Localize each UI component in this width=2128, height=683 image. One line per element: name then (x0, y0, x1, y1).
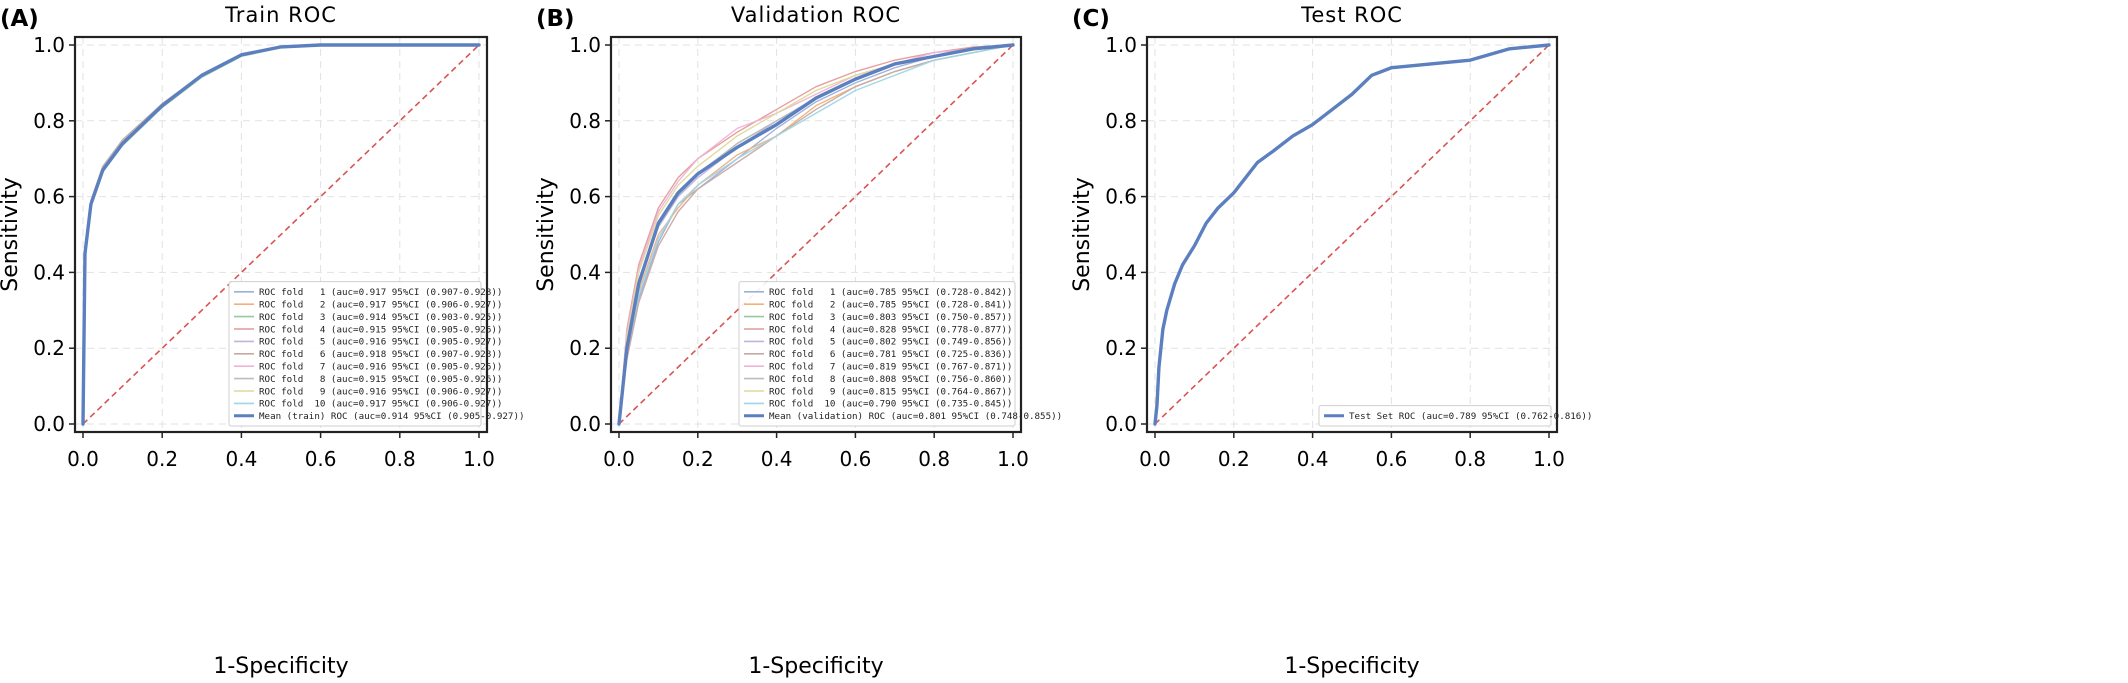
legend-entry: ROC fold 3 (auc=0.914 95%CI (0.903-0.925… (259, 312, 502, 323)
y-tick-label: 0.8 (1105, 109, 1137, 133)
legend-entry: ROC fold 7 (auc=0.819 95%CI (0.767-0.871… (769, 362, 1012, 373)
series-group (81, 43, 481, 426)
y-tick-label: 0.4 (1105, 260, 1137, 284)
panel-letter: (A) (0, 6, 39, 32)
series-group (617, 43, 1015, 426)
legend-entry: ROC fold 2 (auc=0.917 95%CI (0.906-0.927… (259, 300, 502, 311)
y-tick-label: 0.8 (33, 109, 65, 133)
y-tick-label: 1.0 (1105, 33, 1137, 57)
legend-entry: ROC fold 5 (auc=0.802 95%CI (0.749-0.856… (769, 337, 1012, 348)
x-tick-label: 0.0 (67, 447, 99, 471)
legend-entry: ROC fold 2 (auc=0.785 95%CI (0.728-0.841… (769, 300, 1012, 311)
chance-diagonal (82, 44, 480, 425)
x-tick-label: 0.6 (839, 447, 871, 471)
legend: ROC fold 1 (auc=0.917 95%CI (0.907-0.928… (228, 281, 525, 427)
legend-entry: ROC fold 7 (auc=0.916 95%CI (0.905-0.926… (259, 362, 502, 373)
x-tick-label: 0.0 (1139, 447, 1171, 471)
legend-entry: ROC fold 8 (auc=0.915 95%CI (0.905-0.926… (259, 374, 502, 385)
legend-entry: ROC fold 1 (auc=0.785 95%CI (0.728-0.842… (769, 287, 1012, 298)
x-tick-label: 0.0 (603, 447, 635, 471)
x-tick-label: 0.8 (918, 447, 950, 471)
chart-title: Validation ROC (731, 3, 901, 27)
y-tick-label: 1.0 (569, 33, 601, 57)
x-tick-label: 1.0 (463, 447, 495, 471)
chance-diagonal (1154, 44, 1550, 425)
legend-entry: ROC fold 6 (auc=0.781 95%CI (0.725-0.836… (769, 349, 1012, 360)
y-tick-label: 0.4 (569, 260, 601, 284)
x-tick-label: 0.4 (1297, 447, 1329, 471)
x-tick-label: 0.4 (761, 447, 793, 471)
x-tick-label: 0.2 (146, 447, 178, 471)
x-axis-label: 1-Specificity (1284, 654, 1419, 679)
y-tick-label: 0.6 (33, 185, 65, 209)
y-tick-label: 0.6 (1105, 185, 1137, 209)
mean-roc-line (617, 43, 1015, 426)
legend-entry: Mean (train) ROC (auc=0.914 95%CI (0.905… (259, 411, 525, 422)
legend-entry: ROC fold 5 (auc=0.916 95%CI (0.905-0.927… (259, 337, 502, 348)
panel-3: (C) Test ROC 0.0 0.2 0.4 0.6 0.8 1.0 0.0 0.2 0.4 0.… (1070, 3, 1592, 679)
legend-box (1318, 405, 1552, 427)
plot-frame (73, 35, 489, 434)
legend-entry: ROC fold 3 (auc=0.803 95%CI (0.750-0.857… (769, 312, 1012, 323)
panel-letter: (B) (536, 6, 575, 32)
legend-entry: ROC fold 6 (auc=0.918 95%CI (0.907-0.928… (259, 349, 502, 360)
y-tick-label: 0.0 (569, 412, 601, 436)
x-tick-label: 0.6 (1375, 447, 1407, 471)
y-tick-label: 0.4 (33, 260, 65, 284)
y-axis-label: Sensitivity (534, 177, 559, 292)
legend-entry: ROC fold 9 (auc=0.815 95%CI (0.764-0.867… (769, 386, 1012, 397)
legend-entry: ROC fold 10 (auc=0.917 95%CI (0.906-0.92… (259, 399, 502, 410)
legend: Test Set ROC (auc=0.789 95%CI (0.762-0.8… (1318, 405, 1592, 427)
x-tick-label: 0.6 (305, 447, 337, 471)
y-tick-label: 0.8 (569, 109, 601, 133)
x-axis-label: 1-Specificity (213, 654, 348, 679)
x-tick-label: 0.2 (1218, 447, 1250, 471)
fold-roc-line (618, 44, 1014, 425)
x-tick-label: 0.4 (225, 447, 257, 471)
panel-letter: (C) (1072, 6, 1110, 32)
y-tick-label: 0.6 (569, 185, 601, 209)
mean-roc-line (1153, 43, 1551, 426)
legend: ROC fold 1 (auc=0.785 95%CI (0.728-0.842… (738, 281, 1062, 427)
legend-box (228, 281, 482, 427)
y-tick-label: 0.0 (1105, 412, 1137, 436)
legend-entry: ROC fold 10 (auc=0.790 95%CI (0.735-0.84… (769, 399, 1012, 410)
x-tick-label: 1.0 (1533, 447, 1565, 471)
series-group (1153, 43, 1551, 426)
chart-title: Train ROC (224, 3, 337, 27)
legend-entry: ROC fold 4 (auc=0.828 95%CI (0.778-0.877… (769, 324, 1012, 335)
legend-entry: ROC fold 4 (auc=0.915 95%CI (0.905-0.926… (259, 324, 502, 335)
legend-entry: ROC fold 9 (auc=0.916 95%CI (0.906-0.927… (259, 386, 502, 397)
mean-roc-line (81, 43, 481, 426)
fold-roc-line (618, 44, 1014, 425)
legend-entry: Mean (validation) ROC (auc=0.801 95%CI (… (769, 411, 1062, 422)
x-axis-label: 1-Specificity (748, 654, 883, 679)
x-tick-label: 1.0 (997, 447, 1029, 471)
legend-entry: ROC fold 1 (auc=0.917 95%CI (0.907-0.928… (259, 287, 502, 298)
y-tick-label: 0.2 (569, 336, 601, 360)
plot-frame (1145, 35, 1559, 434)
y-tick-label: 0.0 (33, 412, 65, 436)
legend-box (738, 281, 1016, 427)
y-tick-label: 0.2 (1105, 336, 1137, 360)
legend-entry: ROC fold 8 (auc=0.808 95%CI (0.756-0.860… (769, 374, 1012, 385)
x-tick-label: 0.8 (1454, 447, 1486, 471)
y-axis-label: Sensitivity (0, 177, 23, 292)
chart-title: Test ROC (1300, 3, 1403, 27)
x-tick-label: 0.8 (384, 447, 416, 471)
x-tick-label: 0.2 (682, 447, 714, 471)
chance-diagonal (618, 44, 1014, 425)
y-tick-label: 0.2 (33, 336, 65, 360)
y-tick-label: 1.0 (33, 33, 65, 57)
legend-entry: Test Set ROC (auc=0.789 95%CI (0.762-0.8… (1349, 411, 1592, 422)
plot-frame (609, 35, 1023, 434)
panel-2: (B) Validation ROC 0.0 0.2 0.4 0.6 0.8 1.0 0.0 0.… (534, 3, 1062, 679)
y-axis-label: Sensitivity (1070, 177, 1095, 292)
panel-1: (A) Train ROC 0.0 0.2 0.4 0.6 0.8 1.0 0.0 0.2 0.4 0… (0, 3, 525, 679)
